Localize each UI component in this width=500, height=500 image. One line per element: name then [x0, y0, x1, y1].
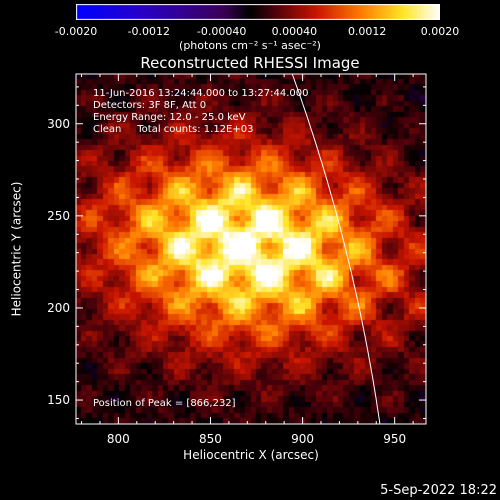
- x-tick-label: 800: [106, 432, 130, 446]
- colorbar-unit-label: (photons cm⁻² s⁻¹ asec⁻²): [179, 39, 321, 52]
- plot-frame: [75, 73, 427, 425]
- x-tick-label: 950: [383, 432, 407, 446]
- solar-limb-line: [291, 73, 381, 425]
- footer-timestamp: 5-Sep-2022 18:22: [380, 483, 497, 498]
- y-tick-label: 300: [47, 116, 70, 131]
- y-tick-label: 200: [47, 300, 70, 315]
- colorbar-tick-label: 0.00040: [271, 25, 318, 38]
- y-tick-label: 250: [47, 208, 70, 223]
- info-line-time: 11-Jun-2016 13:24:44.000 to 13:27:44.000: [93, 88, 309, 99]
- colorbar-tick-label: -0.0012: [127, 25, 171, 38]
- info-line-clean: Clean Total counts: 1.12E+03: [93, 124, 254, 135]
- colorbar: [76, 4, 440, 20]
- colorbar-tick-label: 0.0012: [347, 25, 387, 38]
- chart-title: Reconstructed RHESSI Image: [140, 54, 360, 72]
- x-tick-label: 850: [199, 432, 222, 446]
- peak-position-label: Position of Peak = [866,232]: [93, 398, 236, 409]
- x-axis-label: Heliocentric X (arcsec): [183, 448, 319, 462]
- colorbar-tick-label: 0.0020: [420, 25, 460, 38]
- info-line-detectors: Detectors: 3F 8F, Att 0: [93, 100, 207, 111]
- x-tick-label: 900: [291, 432, 315, 446]
- info-line-energy: Energy Range: 12.0 - 25.0 keV: [93, 112, 246, 123]
- colorbar-tick-label: -0.0020: [54, 25, 98, 38]
- y-tick-label: 150: [47, 393, 70, 408]
- y-axis-label: Heliocentric Y (arcsec): [8, 181, 23, 317]
- heatmap-image: [76, 74, 426, 424]
- colorbar-tick-label: -0.00040: [196, 25, 247, 38]
